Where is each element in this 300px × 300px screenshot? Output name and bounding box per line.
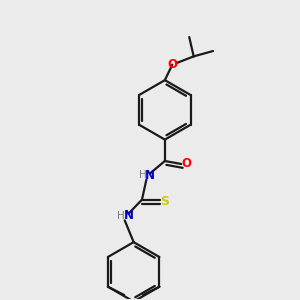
Text: O: O (181, 158, 191, 170)
Text: H: H (139, 170, 147, 180)
Text: H: H (117, 211, 125, 221)
Text: S: S (160, 195, 169, 208)
Text: N: N (124, 209, 134, 222)
Text: N: N (145, 169, 155, 182)
Text: O: O (167, 58, 177, 71)
